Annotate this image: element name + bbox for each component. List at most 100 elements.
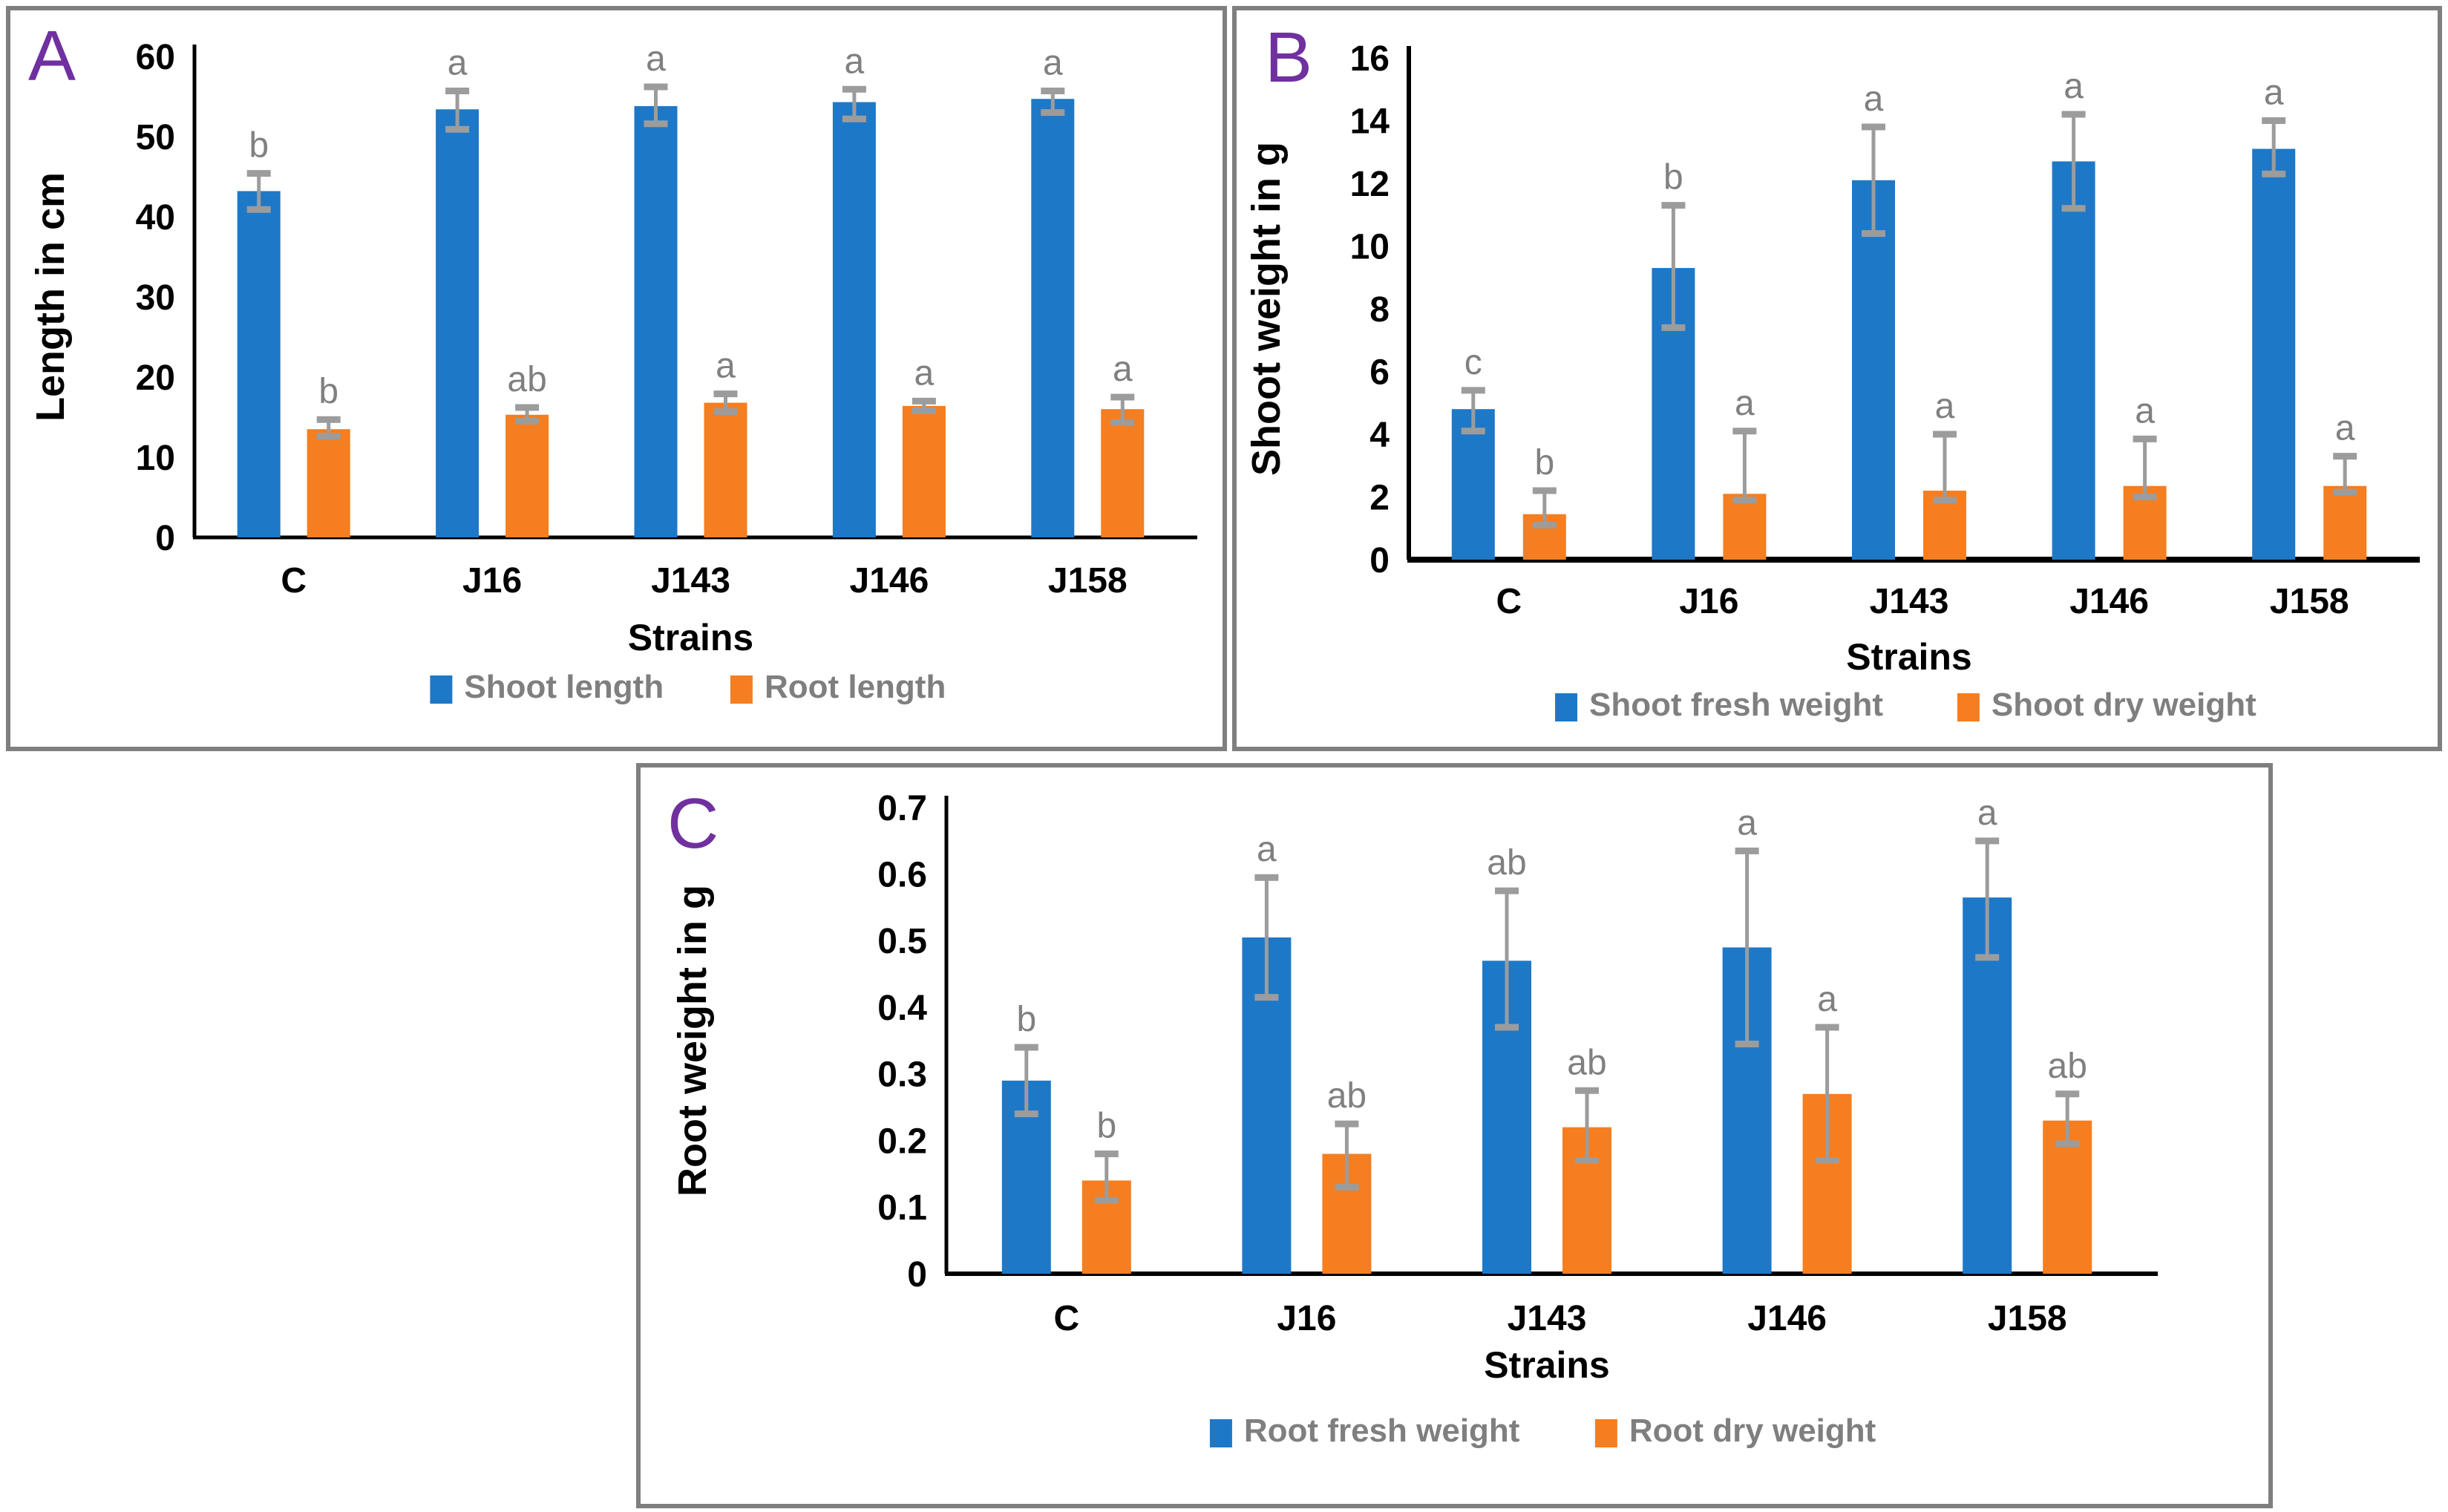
legend-swatch bbox=[1209, 1419, 1232, 1447]
significance-letter: ab bbox=[1327, 1076, 1367, 1116]
x-axis-title: Strains bbox=[628, 617, 754, 658]
y-tick-label: 0 bbox=[1369, 541, 1390, 580]
y-tick-label: 0.2 bbox=[877, 1122, 927, 1161]
x-category-label: C bbox=[1496, 582, 1522, 621]
y-tick-label: 50 bbox=[136, 118, 175, 157]
x-category-label: J146 bbox=[1747, 1299, 1827, 1338]
y-tick-label: 12 bbox=[1350, 165, 1390, 204]
significance-letter: a bbox=[716, 347, 736, 386]
significance-letter: a bbox=[2335, 409, 2355, 448]
y-tick-label: 4 bbox=[1369, 416, 1390, 455]
legend-label: Shoot length bbox=[464, 669, 664, 705]
significance-letter: a bbox=[1737, 803, 1757, 842]
x-category-label: J143 bbox=[1870, 582, 1949, 621]
significance-letter: ab bbox=[1487, 843, 1526, 883]
y-tick-label: 0.1 bbox=[877, 1188, 927, 1228]
legend-label: Root fresh weight bbox=[1244, 1413, 1520, 1449]
legend-label: Root dry weight bbox=[1629, 1413, 1876, 1449]
significance-letter: a bbox=[448, 43, 468, 82]
x-axis-title: Strains bbox=[1484, 1344, 1610, 1386]
legend-swatch bbox=[1957, 693, 1980, 721]
y-tick-label: 40 bbox=[136, 198, 175, 238]
y-tick-label: 0 bbox=[907, 1255, 927, 1295]
bar bbox=[237, 191, 281, 537]
significance-letter: ab bbox=[1567, 1043, 1606, 1082]
significance-letter: a bbox=[1935, 387, 1955, 426]
bar bbox=[2252, 148, 2296, 560]
y-tick-label: 0.4 bbox=[877, 989, 927, 1028]
legend-label: Root length bbox=[765, 669, 946, 705]
x-category-label: J16 bbox=[1679, 582, 1738, 621]
legend-swatch bbox=[1555, 693, 1578, 721]
y-tick-label: 0.3 bbox=[877, 1056, 927, 1095]
x-category-label: J158 bbox=[2270, 582, 2349, 621]
significance-letter: a bbox=[1977, 793, 1997, 833]
significance-letter: a bbox=[2264, 73, 2284, 113]
bar bbox=[634, 105, 678, 537]
y-axis-title: Length in cm bbox=[28, 172, 73, 422]
significance-letter: a bbox=[646, 39, 666, 79]
chart-svg-C: 0 0.1 0.2 0.3 0.4 0.5 0.6 0.7 Root weight in g b b… bbox=[670, 789, 2158, 1449]
y-tick-label: 60 bbox=[136, 38, 175, 77]
legend-swatch bbox=[1594, 1419, 1617, 1447]
x-category-label: J146 bbox=[850, 561, 929, 600]
significance-letter: b bbox=[1663, 158, 1683, 197]
legend-swatch bbox=[730, 675, 753, 704]
x-category-label: J143 bbox=[651, 561, 730, 600]
significance-letter: b bbox=[1016, 1000, 1036, 1039]
bar bbox=[2052, 161, 2095, 560]
bar bbox=[436, 109, 480, 537]
bar bbox=[2323, 485, 2367, 560]
significance-letter: ab bbox=[507, 360, 546, 399]
significance-letter: a bbox=[1817, 980, 1837, 1019]
significance-letter: a bbox=[2135, 391, 2155, 431]
panel-letter-A: A bbox=[28, 16, 76, 96]
y-tick-label: 10 bbox=[136, 439, 175, 478]
bar bbox=[1852, 180, 1895, 560]
significance-letter: b bbox=[318, 372, 338, 411]
bar bbox=[1723, 494, 1767, 560]
y-axis-title: Root weight in g bbox=[670, 885, 715, 1197]
x-axis-title: Strains bbox=[1846, 636, 1972, 678]
y-tick-label: 0.5 bbox=[877, 922, 927, 961]
panel-letter-B: B bbox=[1265, 18, 1313, 97]
y-tick-label: 0.7 bbox=[877, 789, 927, 828]
x-category-label: J158 bbox=[1048, 561, 1128, 600]
significance-letter: b bbox=[1096, 1107, 1116, 1146]
significance-letter: a bbox=[914, 353, 935, 393]
significance-letter: a bbox=[1043, 43, 1063, 82]
bar bbox=[832, 102, 876, 537]
y-tick-label: 16 bbox=[1350, 39, 1390, 79]
y-tick-label: 10 bbox=[1350, 227, 1390, 266]
panel-letter-C: C bbox=[667, 784, 719, 863]
significance-letter: a bbox=[1257, 830, 1277, 869]
significance-letter: b bbox=[249, 126, 269, 166]
significance-letter: a bbox=[845, 42, 865, 81]
legend-label: Shoot dry weight bbox=[1992, 687, 2256, 723]
significance-letter: ab bbox=[2048, 1047, 2087, 1086]
x-category-label: J16 bbox=[462, 561, 522, 600]
x-category-label: J143 bbox=[1508, 1299, 1587, 1338]
y-axis-title: Shoot weight in g bbox=[1244, 142, 1289, 476]
chart-svg-A: 0 10 20 30 40 50 60 Length in cm b b Ca ab J16 a a J143… bbox=[28, 38, 1197, 705]
bar bbox=[902, 405, 946, 537]
x-category-label: C bbox=[281, 561, 307, 600]
y-tick-label: 30 bbox=[136, 278, 175, 318]
y-tick-label: 8 bbox=[1369, 290, 1390, 330]
bar bbox=[1031, 99, 1075, 537]
y-tick-label: 2 bbox=[1369, 478, 1390, 517]
significance-letter: c bbox=[1464, 343, 1482, 382]
legend-label: Shoot fresh weight bbox=[1589, 687, 1883, 723]
significance-letter: a bbox=[1735, 384, 1755, 423]
bar bbox=[307, 429, 350, 537]
y-tick-label: 6 bbox=[1369, 353, 1390, 392]
significance-letter: b bbox=[1534, 443, 1554, 482]
legend-swatch bbox=[430, 675, 453, 704]
y-tick-label: 20 bbox=[136, 359, 175, 398]
x-category-label: C bbox=[1053, 1299, 1079, 1338]
y-tick-label: 0 bbox=[155, 519, 175, 558]
panel-C: C 0 0.1 0.2 0.3 0.4 0.5 0.6 0.7 Root weight in g… bbox=[636, 763, 2273, 1508]
